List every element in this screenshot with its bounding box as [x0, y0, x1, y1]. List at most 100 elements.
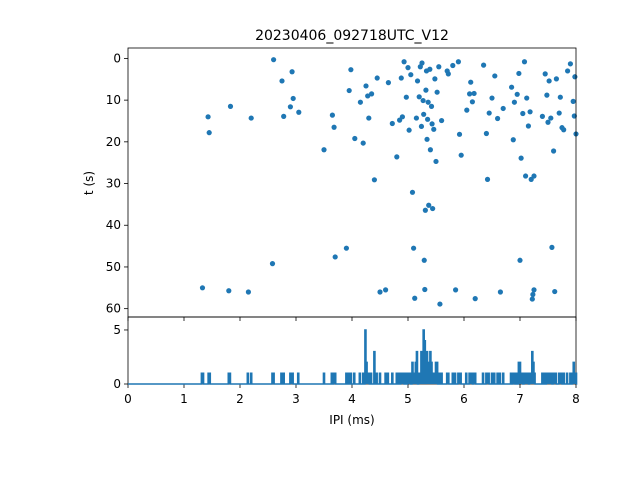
x-tick-label: 5 — [404, 392, 412, 406]
data-point — [427, 147, 433, 153]
data-point — [492, 73, 498, 79]
data-point — [422, 286, 428, 293]
data-point — [401, 59, 407, 65]
data-point — [389, 120, 395, 127]
data-point — [430, 205, 436, 212]
data-point — [484, 176, 491, 182]
data-point — [572, 74, 578, 80]
x-tick-label: 2 — [236, 392, 244, 406]
data-point — [467, 91, 473, 97]
data-point — [481, 62, 487, 68]
data-point — [411, 245, 417, 251]
data-point — [553, 76, 560, 82]
histogram-axes: 0 5 0 1 2 3 4 5 6 7 8 — [113, 316, 580, 406]
data-point — [509, 84, 515, 90]
data-point — [557, 94, 563, 100]
data-point — [227, 103, 234, 109]
data-point — [289, 69, 295, 75]
data-point — [398, 75, 404, 81]
data-point — [517, 257, 523, 263]
y-tick-label: 20 — [106, 135, 121, 149]
data-point — [458, 152, 464, 158]
data-point — [456, 131, 463, 137]
x-tick-label: 7 — [516, 392, 524, 406]
data-point — [406, 127, 412, 133]
data-point — [500, 105, 506, 112]
data-point — [527, 109, 533, 115]
data-point — [414, 78, 421, 84]
data-point — [433, 158, 439, 165]
data-point — [199, 285, 206, 291]
data-point — [525, 123, 532, 129]
data-point — [521, 59, 528, 65]
data-point — [420, 97, 426, 104]
data-point — [366, 115, 372, 121]
data-point — [548, 115, 554, 121]
y-tick-label: 0 — [113, 377, 121, 391]
data-point — [369, 91, 375, 97]
data-point — [427, 66, 433, 72]
data-point — [428, 103, 435, 109]
data-point — [426, 202, 432, 208]
data-point — [552, 288, 558, 295]
data-point — [544, 92, 550, 98]
data-point — [271, 57, 277, 63]
data-point — [545, 119, 551, 125]
data-point — [546, 78, 552, 84]
data-point — [549, 244, 555, 250]
data-point — [425, 99, 431, 105]
scatter-y-axis-label: t (s) — [82, 171, 96, 195]
data-point — [226, 288, 232, 294]
data-point — [514, 91, 520, 97]
data-point — [329, 112, 335, 118]
x-tick-label: 0 — [124, 392, 132, 406]
data-point — [469, 99, 475, 105]
data-point — [542, 71, 548, 77]
data-point — [472, 296, 478, 302]
data-point — [489, 95, 495, 101]
data-point — [524, 95, 530, 101]
data-point — [424, 136, 430, 142]
data-point — [205, 114, 211, 120]
data-point — [365, 93, 371, 99]
data-point — [556, 110, 562, 116]
data-point — [523, 173, 529, 179]
data-point — [421, 111, 427, 117]
data-point — [464, 107, 470, 113]
data-point — [287, 104, 293, 110]
data-point — [495, 115, 501, 122]
y-tick-label: 10 — [106, 93, 121, 107]
data-point — [279, 78, 285, 84]
y-tick-label: 30 — [106, 177, 121, 191]
data-point — [343, 245, 349, 251]
data-point — [371, 177, 377, 183]
data-point — [570, 98, 576, 104]
data-point — [529, 296, 535, 302]
data-point — [269, 261, 276, 267]
data-point — [248, 115, 254, 121]
data-point — [405, 65, 411, 71]
scatter-points — [199, 57, 579, 307]
data-point — [425, 116, 431, 122]
scatter-axes: 0 10 20 30 40 50 60 — [106, 47, 577, 321]
data-point — [385, 80, 391, 86]
data-point — [561, 127, 567, 133]
data-point — [332, 254, 338, 260]
data-point — [511, 99, 517, 105]
data-point — [290, 95, 296, 102]
x-tick-label: 8 — [572, 392, 580, 406]
data-point — [483, 130, 489, 137]
histogram-x-axis-label: IPI (ms) — [329, 413, 374, 427]
data-point — [419, 60, 425, 66]
data-point — [432, 76, 438, 82]
data-point — [409, 189, 416, 195]
data-point — [206, 130, 212, 136]
data-point — [439, 117, 445, 124]
data-point — [436, 64, 442, 70]
data-point — [520, 110, 526, 117]
data-point — [363, 83, 369, 89]
data-point — [403, 94, 409, 100]
x-tick-label: 1 — [180, 392, 188, 406]
data-point — [374, 75, 380, 81]
